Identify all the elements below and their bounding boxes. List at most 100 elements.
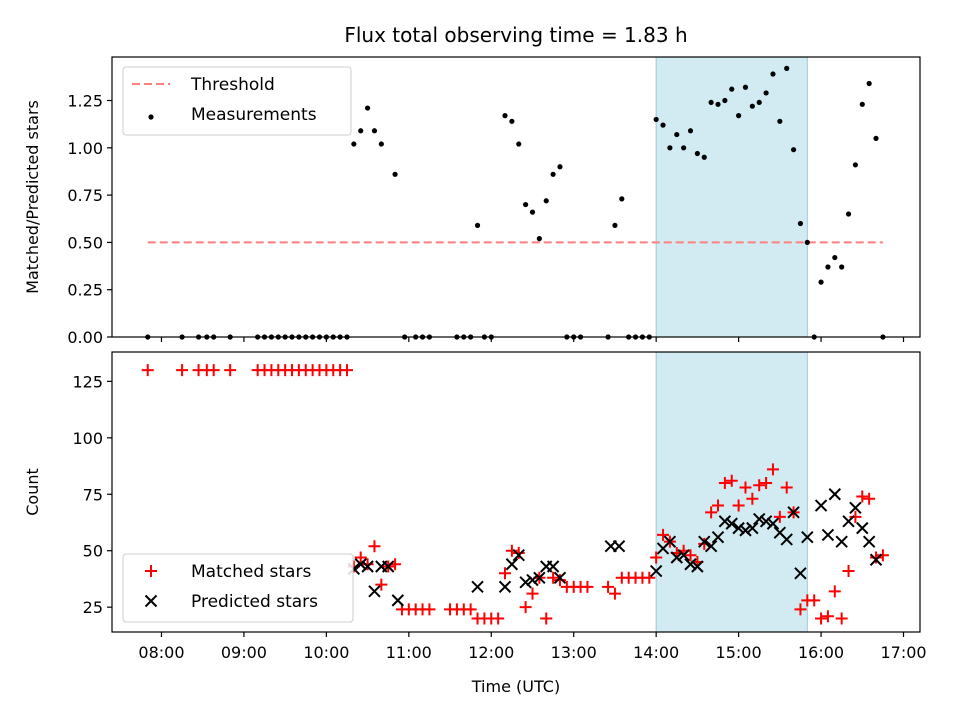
matched-stars-marker xyxy=(732,499,745,512)
measurement-point xyxy=(516,141,522,147)
matched-stars-marker xyxy=(464,603,477,616)
predicted-stars-marker xyxy=(725,517,738,530)
measurement-point xyxy=(845,211,852,217)
measurement-point xyxy=(729,86,735,92)
predicted-stars-marker xyxy=(766,517,780,530)
matched-stars-marker xyxy=(753,479,766,492)
x-tick-label: 17:00 xyxy=(880,643,926,662)
matched-stars-marker xyxy=(684,549,697,562)
matched-stars-marker xyxy=(354,551,367,564)
x-tick-label: 16:00 xyxy=(798,643,844,662)
measurement-point xyxy=(543,198,549,204)
y-tick-label: 25 xyxy=(83,598,103,617)
matched-stars-marker xyxy=(176,364,189,377)
predicted-stars-marker xyxy=(787,506,800,519)
measurement-point xyxy=(873,135,879,141)
x-tick-label: 13:00 xyxy=(551,643,597,662)
predicted-stars-marker xyxy=(780,533,793,546)
predicted-stars-marker xyxy=(471,580,484,594)
matched-stars-marker xyxy=(815,612,828,625)
matched-stars-marker xyxy=(712,499,724,512)
measurement-point xyxy=(825,264,831,270)
matched-stars-marker xyxy=(870,551,883,564)
predicted-stars-marker xyxy=(391,594,405,607)
y-tick-label: 0.50 xyxy=(67,233,103,252)
predicted-stars-marker xyxy=(526,573,539,587)
measurement-point xyxy=(653,116,659,123)
matched-stars-marker xyxy=(849,510,862,523)
matched-stars-marker xyxy=(375,578,388,591)
measurement-point xyxy=(364,105,371,111)
predicted-stars-marker xyxy=(869,553,883,566)
legend-matched-swatch xyxy=(145,565,157,577)
matched-stars-marker xyxy=(760,476,773,489)
predicted-stars-marker xyxy=(698,535,711,548)
measurement-point xyxy=(797,220,804,227)
legend: Matched stars Predicted stars xyxy=(122,553,354,623)
matched-stars-marker xyxy=(540,612,553,625)
matched-stars-marker xyxy=(794,603,807,616)
predicted-stars-marker xyxy=(814,499,828,512)
matched-stars-marker xyxy=(821,610,834,623)
measurement-point xyxy=(784,65,790,71)
matched-stars-marker xyxy=(725,474,738,487)
measurement-point xyxy=(818,279,824,285)
x-tick-label: 10:00 xyxy=(303,643,349,662)
matched-stars-marker xyxy=(519,601,532,614)
legend-label: Predicted stars xyxy=(191,592,318,612)
matched-stars-marker xyxy=(842,565,855,578)
predicted-stars-marker xyxy=(361,560,374,573)
x-tick-label: 14:00 xyxy=(633,643,679,662)
predicted-stars-marker xyxy=(842,515,855,528)
measurement-point xyxy=(667,145,673,151)
x-axis-label: Time (UTC) xyxy=(471,677,560,696)
predicted-stars-marker xyxy=(849,501,862,515)
matched-stars-marker xyxy=(602,580,615,593)
measurement-point xyxy=(619,196,625,202)
x-tick-label: 09:00 xyxy=(221,643,267,662)
matched-stars-marker xyxy=(705,506,718,519)
measurement-point xyxy=(859,101,865,107)
measurement-point xyxy=(708,99,714,106)
predicted-stars-marker xyxy=(856,521,869,535)
y-axis-label: Matched/Predicted stars xyxy=(23,100,42,294)
predicted-stars-marker xyxy=(753,512,766,526)
matched-stars-marker xyxy=(608,587,621,600)
measurement-point xyxy=(701,154,707,160)
predicted-stars-marker xyxy=(801,530,814,544)
predicted-stars-marker xyxy=(684,558,697,571)
legend-box xyxy=(122,66,352,136)
matched-stars-marker xyxy=(224,364,237,377)
y-tick-label: 50 xyxy=(83,542,103,561)
predicted-stars-marker xyxy=(677,549,690,562)
matched-stars-marker xyxy=(863,492,876,505)
predicted-stars-marker xyxy=(691,560,704,573)
plot-frame xyxy=(111,351,921,633)
measurement-point xyxy=(358,128,364,134)
legend-box xyxy=(122,553,354,623)
x-tick-label: 11:00 xyxy=(386,643,432,662)
matched-stars-marker xyxy=(746,492,759,505)
measurement-point xyxy=(687,128,694,134)
measurement-point xyxy=(529,209,536,215)
measurement-point xyxy=(674,131,680,138)
measurement-point xyxy=(523,201,529,208)
matched-stars-marker xyxy=(526,587,539,600)
matched-stars-marker xyxy=(876,549,889,562)
predicted-stars-marker xyxy=(546,560,560,573)
predicted-stars-marker xyxy=(670,551,683,564)
predicted-stars-marker xyxy=(711,530,725,544)
predicted-stars-marker xyxy=(835,535,848,548)
x-tick-label: 15:00 xyxy=(716,643,762,662)
measurement-point xyxy=(763,90,769,96)
predicted-stars-marker xyxy=(649,564,663,578)
matched-stars-marker xyxy=(739,481,752,494)
matched-stars-marker xyxy=(643,571,656,584)
predicted-stars-marker xyxy=(512,549,525,562)
series-matched-stars xyxy=(141,364,889,625)
series-predicted-stars xyxy=(347,488,883,607)
predicted-stars-marker xyxy=(498,580,512,594)
matched-stars-marker xyxy=(361,558,374,571)
measurement-point xyxy=(474,222,481,228)
measurement-point xyxy=(694,150,700,157)
